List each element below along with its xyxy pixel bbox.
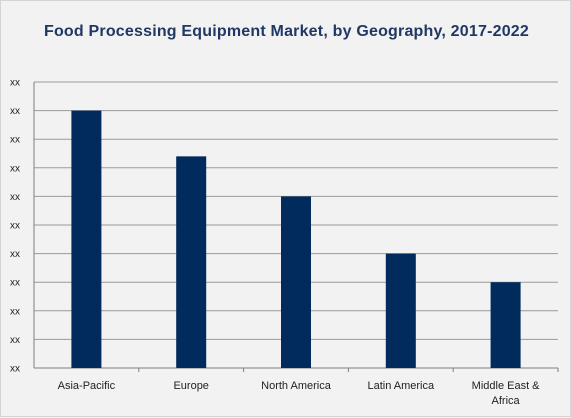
y-tick-label: xx	[10, 135, 20, 146]
x-tick-label: Latin America	[367, 380, 435, 392]
bar-north-america	[281, 196, 311, 368]
y-tick-label: xx	[10, 278, 20, 289]
chart-title: Food Processing Equipment Market, by Geo…	[43, 23, 530, 40]
bar-middle-east-africa	[490, 282, 521, 368]
y-tick-label: xx	[10, 78, 20, 89]
x-tick-label: Asia-Pacific	[58, 380, 116, 392]
y-tick-label: xx	[10, 221, 20, 232]
x-tick-label: North America	[261, 380, 332, 392]
bar-asia-pacific	[71, 110, 102, 368]
y-tick-label: xx	[10, 364, 20, 375]
x-tick-label: Europe	[173, 380, 208, 392]
y-tick-label: xx	[10, 306, 20, 317]
x-tick-label: Africa	[492, 395, 521, 407]
bar-latin-america	[385, 253, 416, 368]
y-tick-label: xx	[10, 249, 20, 260]
y-tick-label: xx	[10, 192, 20, 203]
x-tick-label: Middle East &	[472, 380, 541, 392]
y-tick-label: xx	[10, 163, 20, 174]
bar-europe	[176, 156, 207, 368]
y-tick-label: xx	[10, 106, 20, 117]
y-tick-label: xx	[10, 335, 20, 346]
